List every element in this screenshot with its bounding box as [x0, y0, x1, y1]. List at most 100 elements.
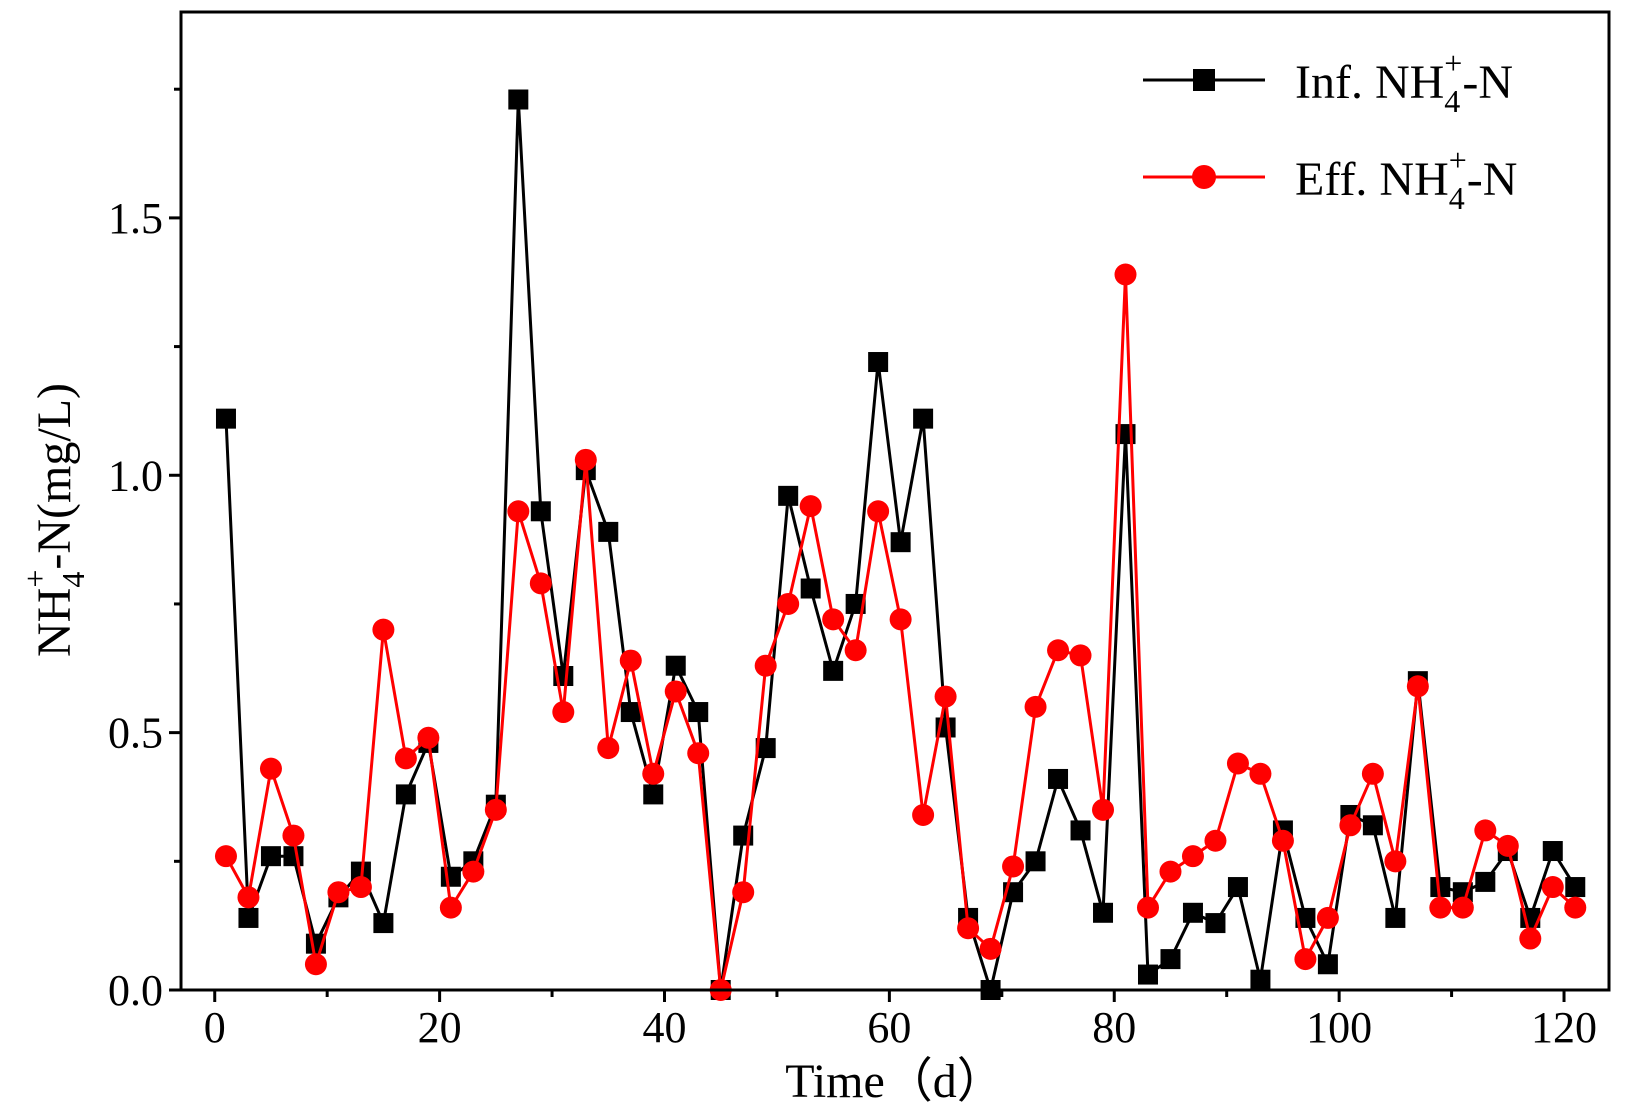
data-point: [259, 757, 282, 780]
x-tick-label: 40: [642, 1003, 686, 1052]
data-point: [1205, 913, 1226, 934]
series-eff: [214, 263, 1587, 1001]
data-point: [1002, 855, 1025, 878]
x-tick-label: 0: [204, 1003, 226, 1052]
data-point: [395, 784, 416, 805]
data-point: [1025, 851, 1046, 872]
legend-label-inf-sup: +: [1444, 45, 1462, 81]
series-layer: [214, 89, 1587, 1001]
data-point: [1250, 969, 1271, 990]
data-point: [800, 578, 821, 599]
data-point: [889, 608, 912, 631]
y-tick-label: 1.5: [108, 194, 163, 243]
y-axis-title: NH4+-N(mg/L): [17, 383, 91, 657]
data-point: [1160, 949, 1181, 970]
data-point: [260, 846, 281, 867]
plot-frame: [179, 10, 1611, 992]
data-point: [1047, 639, 1070, 662]
data-point: [664, 680, 687, 703]
data-point: [508, 89, 529, 110]
legend-marker-eff: [1192, 165, 1216, 189]
data-point: [867, 500, 890, 523]
legend-label-inf-base: Inf. NH: [1295, 56, 1444, 109]
data-point: [822, 608, 845, 631]
legend-label-eff-sup: +: [1449, 142, 1467, 178]
data-point: [1339, 814, 1362, 837]
y-tick-label: 1.0: [108, 451, 163, 500]
data-point: [372, 618, 395, 641]
data-point: [1406, 675, 1429, 698]
data-point: [1474, 819, 1497, 842]
data-point: [237, 886, 260, 909]
data-point: [214, 845, 237, 868]
data-point: [979, 937, 1002, 960]
data-point: [394, 747, 417, 770]
data-point: [327, 881, 350, 904]
data-point: [1092, 798, 1115, 821]
data-point: [912, 803, 935, 826]
data-point: [1475, 871, 1496, 892]
x-tick-label: 80: [1092, 1003, 1136, 1052]
y-tick-label: 0.0: [108, 966, 163, 1015]
legend-item-eff: Eff. NH4+-N: [1143, 142, 1517, 216]
y-axis-title-sub: 4: [55, 572, 91, 588]
data-point: [665, 655, 686, 676]
data-point: [597, 737, 620, 760]
data-point: [1564, 896, 1587, 919]
x-tick-label: 60: [867, 1003, 911, 1052]
data-point: [1384, 850, 1407, 873]
data-point: [304, 953, 327, 976]
data-point: [687, 742, 710, 765]
legend-label-inf-sub: 4: [1444, 83, 1460, 119]
data-point: [552, 701, 575, 724]
data-point: [529, 572, 552, 595]
x-tick-label: 20: [418, 1003, 462, 1052]
x-axis-title: Time（d）: [785, 1055, 1005, 1108]
legend-label-eff-base: Eff. NH: [1295, 153, 1449, 206]
svg-text:Eff. NH4+-N: Eff. NH4+-N: [1295, 142, 1517, 216]
data-point: [1226, 752, 1249, 775]
data-point: [349, 876, 372, 899]
data-point: [1451, 896, 1474, 919]
legend-item-inf: Inf. NH4+-N: [1143, 45, 1513, 119]
data-point: [642, 762, 665, 785]
legend: Inf. NH4+-N Eff. NH4+-N: [1143, 45, 1517, 216]
data-point: [868, 352, 889, 373]
data-point: [1182, 902, 1203, 923]
data-point: [1137, 964, 1158, 985]
data-point: [1430, 877, 1451, 898]
data-point: [890, 532, 911, 553]
data-point: [1271, 829, 1294, 852]
data-point: [957, 917, 980, 940]
data-point: [934, 685, 957, 708]
data-point: [1159, 860, 1182, 883]
data-point: [484, 798, 507, 821]
data-point: [1114, 263, 1137, 286]
data-point: [574, 448, 597, 471]
data-point: [1294, 948, 1317, 971]
x-tick-label: 120: [1531, 1003, 1597, 1052]
data-point: [754, 654, 777, 677]
data-point: [844, 639, 867, 662]
data-point: [1227, 877, 1248, 898]
data-point: [1519, 927, 1542, 950]
data-point: [845, 593, 866, 614]
data-point: [913, 408, 934, 429]
data-point: [1070, 820, 1091, 841]
data-point: [1136, 896, 1159, 919]
svg-text:NH4+-N(mg/L): NH4+-N(mg/L): [17, 383, 91, 657]
data-point: [440, 866, 461, 887]
data-point: [462, 860, 485, 883]
data-point: [373, 913, 394, 934]
data-point: [1204, 829, 1227, 852]
ticks-layer: 0 20 40 60 80 100 120 0.0 0.5 1.0 1.5: [108, 87, 1597, 1052]
data-point: [1317, 954, 1338, 975]
data-point: [688, 702, 709, 723]
data-point: [1093, 902, 1114, 923]
data-point: [1565, 877, 1586, 898]
data-point: [215, 408, 236, 429]
data-point: [755, 738, 776, 759]
y-axis-title-sup: +: [17, 570, 53, 588]
